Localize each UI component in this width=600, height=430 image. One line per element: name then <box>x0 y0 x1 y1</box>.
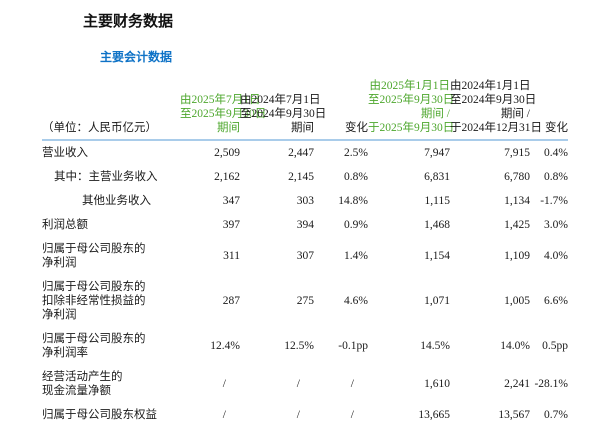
table-row: 其他业务收入 347 303 14.8% 1,115 1,134 -1.7% <box>42 189 568 213</box>
cell-value: 14.5% <box>420 340 450 352</box>
cell-value: 1.4% <box>344 250 368 262</box>
cell-value: 6,831 <box>424 171 450 183</box>
financial-data-table: （单位：人民币亿元） 由2025年7月1日 至2025年9月30日 期间 由2024年… <box>42 79 568 430</box>
row-label: 总资产 <box>42 427 180 430</box>
cell-value: 12.5% <box>284 340 314 352</box>
header-row: （单位：人民币亿元） 由2025年7月1日 至2025年9月30日 期间 由2024年… <box>42 79 568 141</box>
column-header-1: 由2025年7月1日 至2025年9月30日 期间 <box>180 79 266 141</box>
table-row: 归属于母公司股东权益 / //13,665 13,567 0.7% <box>42 403 568 427</box>
cell-value: 0.8% <box>544 171 568 183</box>
cell-value: / <box>180 427 240 430</box>
table-row: 营业收入 2,509 2,447 2.5% 7,947 7,915 0.4% <box>42 140 568 165</box>
cell-value: 3.0% <box>544 219 568 231</box>
cell-value: 1,115 <box>424 195 450 207</box>
table-row: 归属于母公司股东的 净利润率 12.4% 12.5% -0.1pp 14.5% 14.0% 0… <box>42 327 568 365</box>
cell-value: 303 <box>296 195 314 207</box>
cell-value: 397 <box>222 219 240 231</box>
cell-value: 307 <box>296 250 314 262</box>
cell-value: 0.0% <box>530 427 568 430</box>
cell-value: 6.6% <box>544 295 568 307</box>
column-header-2: 由2024年7月1日 至2024年9月30日 期间 <box>240 79 326 141</box>
row-label: 归属于母公司股东权益 <box>42 409 157 421</box>
cell-value: 4.0% <box>544 250 568 262</box>
cell-value: 7,915 <box>504 147 530 159</box>
cell-value: / <box>350 409 354 421</box>
cell-value: / <box>222 409 226 421</box>
column-header-5: 由2024年1月1日 至2024年9月30日 期间 / 于2024年12月31日 <box>450 79 542 141</box>
cell-value: -28.1% <box>534 378 568 390</box>
cell-value: / <box>240 427 314 430</box>
cell-value: 4.6% <box>344 295 368 307</box>
cell-value: 7,947 <box>424 147 450 159</box>
table-body: 营业收入 2,509 2,447 2.5% 7,947 7,915 0.4% 其中：主营业务收… <box>42 140 568 430</box>
cell-value: 1,610 <box>424 378 450 390</box>
cell-value: 20,738 <box>368 427 450 430</box>
cell-value: 2,241 <box>504 378 530 390</box>
cell-value: / <box>296 378 300 390</box>
table-row: 归属于母公司股东的 扣除非经常性损益的 净利润 287 275 4.6% 1,071 1,00… <box>42 275 568 327</box>
column-header-6: 变化 <box>530 79 568 141</box>
row-label: 其他业务收入 <box>82 195 151 207</box>
cell-value: -0.1pp <box>338 340 368 352</box>
cell-value: 0.9% <box>344 219 368 231</box>
cell-value: 1,005 <box>504 295 530 307</box>
table-row: 其中：主营业务收入 2,162 2,145 0.8% 6,831 6,780 0.8% <box>42 165 568 189</box>
row-label: 利润总额 <box>42 219 88 231</box>
row-label: 归属于母公司股东的 净利润 <box>42 243 146 269</box>
table-row: 经营活动产生的 现金流量净额 / / / 1,610 2,241 -28.1% <box>42 365 568 403</box>
cell-value: 275 <box>296 295 314 307</box>
cell-value: 347 <box>222 195 240 207</box>
cell-value: / <box>350 378 354 390</box>
cell-value: 1,071 <box>424 295 450 307</box>
cell-value: 2,447 <box>288 147 314 159</box>
unit-label: （单位：人民币亿元） <box>42 79 180 141</box>
row-label: 其中：主营业务收入 <box>54 171 158 183</box>
table-row: 总资产///20,73820,7280.0% <box>42 427 568 430</box>
cell-value: 2.5% <box>344 147 368 159</box>
cell-value: 0.8% <box>344 171 368 183</box>
cell-value: 0.5pp <box>542 340 568 352</box>
cell-value: 14.0% <box>500 340 530 352</box>
cell-value: / <box>314 427 368 430</box>
cell-value: 1,134 <box>504 195 530 207</box>
cell-value: 2,162 <box>214 171 240 183</box>
cell-value: 20,728 <box>450 427 530 430</box>
cell-value: 1,425 <box>504 219 530 231</box>
cell-value: 2,145 <box>288 171 314 183</box>
cell-value: 13,665 <box>418 409 450 421</box>
cell-value: / <box>222 378 226 390</box>
cell-value: 0.7% <box>544 409 568 421</box>
table-row: 利润总额 397 394 0.9% 1,468 1,425 3.0% <box>42 213 568 237</box>
cell-value: 287 <box>222 295 240 307</box>
cell-value: 1,468 <box>424 219 450 231</box>
cell-value: / <box>296 409 300 421</box>
cell-value: 13,567 <box>498 409 530 421</box>
cell-value: 1,154 <box>424 250 450 262</box>
column-header-3: 变化 <box>314 79 368 141</box>
table-header: （单位：人民币亿元） 由2025年7月1日 至2025年9月30日 期间 由2024年… <box>42 79 568 141</box>
cell-value: 14.8% <box>338 195 368 207</box>
cell-value: 394 <box>296 219 314 231</box>
table-row: 归属于母公司股东的 净利润 311 307 1.4% 1,154 1,109 4.0% <box>42 237 568 275</box>
cell-value: 12.4% <box>210 340 240 352</box>
row-label: 归属于母公司股东的 扣除非经常性损益的 净利润 <box>42 281 146 321</box>
cell-value: -1.7% <box>540 195 568 207</box>
row-label: 归属于母公司股东的 净利润率 <box>42 333 146 359</box>
cell-value: 2,509 <box>214 147 240 159</box>
page-title: 主要财务数据 <box>83 13 174 30</box>
row-label: 经营活动产生的 现金流量净额 <box>42 371 123 397</box>
cell-value: 1,109 <box>504 250 530 262</box>
cell-value: 6,780 <box>504 171 530 183</box>
section-subtitle: 主要会计数据 <box>100 50 173 64</box>
column-header-4: 由2025年1月1日 至2025年9月30日 期间 / 于2025年9月30日 <box>368 79 454 141</box>
cell-value: 311 <box>223 250 240 262</box>
row-label: 营业收入 <box>42 147 88 159</box>
cell-value: 0.4% <box>544 147 568 159</box>
